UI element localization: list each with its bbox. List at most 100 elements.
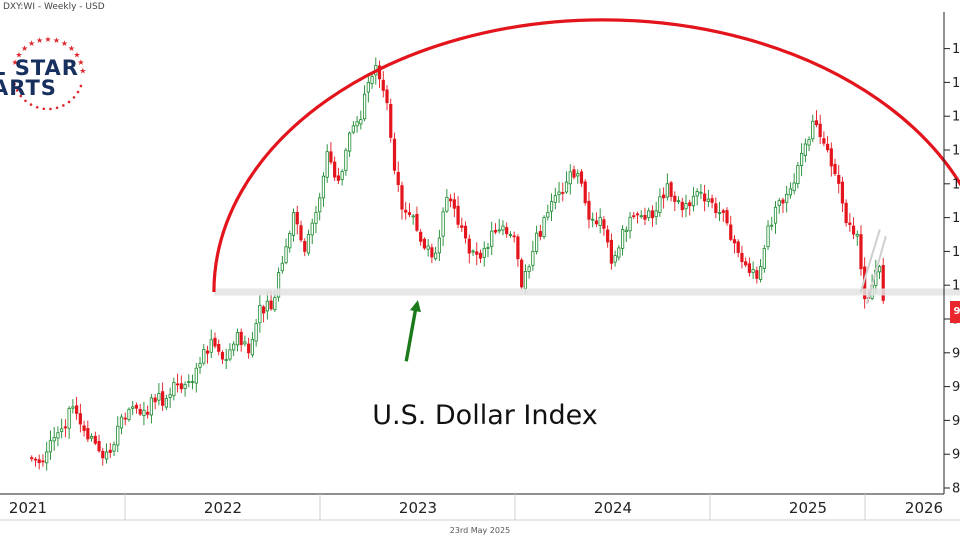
candle-body <box>643 214 647 220</box>
candle <box>505 222 509 238</box>
logo-text-line1: L STAR <box>0 56 79 80</box>
candle <box>688 199 692 216</box>
candle <box>781 197 785 213</box>
candle-body <box>250 338 254 356</box>
candle-body <box>829 148 833 167</box>
candle-body <box>366 82 370 93</box>
candle-body <box>445 196 449 212</box>
candle-body <box>179 383 183 390</box>
chart-annotation-title: U.S. Dollar Index <box>372 400 598 431</box>
candle <box>512 231 516 243</box>
candle-body <box>632 215 636 218</box>
candle <box>183 381 187 397</box>
candle <box>355 116 359 133</box>
candle <box>747 257 751 277</box>
candle <box>758 259 763 283</box>
x-axis: 2021 2022 2023 2024 2025 2026 <box>0 493 960 521</box>
candle <box>785 185 789 213</box>
candle-body <box>127 408 131 420</box>
candle <box>89 433 94 442</box>
candle-body <box>478 252 483 259</box>
candle-body <box>239 331 243 345</box>
candle <box>366 73 370 103</box>
support-arrow-shaft <box>404 309 418 362</box>
candle-body <box>30 457 34 460</box>
candle-body <box>396 171 400 185</box>
candle <box>400 181 404 220</box>
logo-star-icon: ★ <box>36 36 43 45</box>
candle-body <box>613 255 617 263</box>
candle <box>538 224 542 241</box>
candle-body <box>422 238 427 249</box>
candle <box>650 205 655 227</box>
candle-body <box>359 119 363 125</box>
candle-body <box>684 203 688 210</box>
candle <box>546 204 550 221</box>
candle <box>310 218 314 245</box>
candle-body <box>333 161 337 178</box>
logo-dot-icon <box>24 99 27 103</box>
candle-body <box>104 451 109 460</box>
candle-body <box>78 413 82 425</box>
candle-body <box>523 271 527 290</box>
candle <box>762 244 766 273</box>
candle-body <box>116 425 120 446</box>
candle <box>220 350 225 365</box>
chart-annotations: U.S. Dollar Index <box>212 18 960 431</box>
candle-body <box>833 163 837 175</box>
candle-body <box>295 211 299 225</box>
candle <box>426 239 430 257</box>
candle-body <box>190 381 195 383</box>
candle <box>164 394 168 411</box>
candle <box>318 192 322 221</box>
candle-body <box>695 191 699 197</box>
logo-star-icon: ★ <box>79 66 86 75</box>
candle <box>568 164 572 195</box>
candle <box>437 229 441 261</box>
candle <box>740 245 744 269</box>
candle-body <box>48 440 53 453</box>
candle <box>138 404 142 417</box>
candle <box>833 158 837 176</box>
candle <box>303 238 307 257</box>
candle-body <box>676 200 681 203</box>
candle-body <box>501 225 505 231</box>
candle-body <box>134 404 139 409</box>
y-tick-label: 112 <box>952 76 960 91</box>
candle <box>243 335 247 347</box>
candle-body <box>434 252 438 260</box>
candle-body <box>404 209 408 213</box>
candle-body <box>840 181 845 204</box>
candle-body <box>437 237 441 254</box>
candle-body <box>844 202 848 224</box>
x-tick-label: 2024 <box>594 499 632 517</box>
candle <box>232 340 236 357</box>
candle <box>837 165 841 194</box>
candle <box>254 319 258 347</box>
candle <box>628 211 632 239</box>
candle <box>844 199 848 227</box>
x-tick-label: 2025 <box>789 499 827 517</box>
candle-body <box>325 151 329 178</box>
candle-body <box>542 217 546 237</box>
candle-body <box>486 246 490 249</box>
candle-body <box>706 198 710 202</box>
candle <box>497 219 501 234</box>
candle-body <box>736 241 740 253</box>
candle-body <box>482 247 486 258</box>
candle <box>333 156 337 181</box>
y-tick-label: 110 <box>952 110 960 125</box>
candle-body <box>785 193 789 203</box>
candle-body <box>314 212 318 224</box>
logo-dot-icon <box>76 90 80 94</box>
candle <box>531 240 535 271</box>
candle <box>280 256 284 274</box>
candle <box>751 261 755 280</box>
candle-body <box>82 425 86 431</box>
candle-body <box>557 191 561 195</box>
candle-body <box>497 229 501 232</box>
candle-body <box>262 306 266 314</box>
logo-star-icon: ★ <box>73 50 80 59</box>
candle <box>818 114 822 144</box>
candle <box>157 383 161 406</box>
